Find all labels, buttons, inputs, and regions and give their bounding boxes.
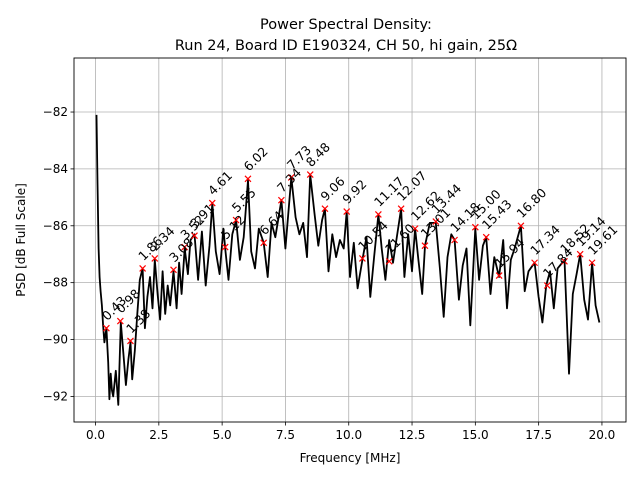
peak-marker [181,243,189,251]
peak-marker [208,199,216,207]
peak-marker [397,205,405,213]
peak-marker [116,317,124,325]
peak-markers [102,171,596,345]
x-tick-label: 7.5 [276,428,295,442]
peak-marker [127,337,134,345]
y-tick-label: −88 [43,276,68,290]
peak-marker [561,257,568,265]
x-tick-label: 15.0 [462,428,489,442]
peak-marker [343,208,351,215]
chart-title-line2: Run 24, Board ID E190324, CH 50, hi gain… [175,38,517,54]
peak-marker [151,255,159,262]
peak-marker [543,282,551,289]
y-tick-label: −86 [43,219,68,233]
peak-marker [191,232,198,240]
y-tick-label: −84 [43,162,68,176]
peak-marker [277,196,285,204]
y-axis-label: PSD [dB Full Scale] [14,183,28,297]
peak-marker [471,223,479,231]
peak-marker [287,174,295,181]
x-tick-label: 10.0 [335,428,362,442]
chart-title-line1: Power Spectral Density: [260,17,432,33]
peak-marker [451,236,459,244]
plot-frame [73,57,627,423]
peak-marker [576,250,584,258]
x-tick-label: 2.5 [149,428,168,442]
series-layer [95,114,601,406]
peak-marker [432,218,440,225]
peak-marker [244,175,252,183]
peak-marker [232,216,240,224]
peak-marker [588,259,596,267]
peak-marker [139,265,147,272]
y-tick-label: −90 [43,333,68,347]
peak-marker [421,242,429,250]
peak-marker [495,272,503,279]
peak-marker [517,222,525,230]
x-tick-label: 12.5 [399,428,426,442]
axis-ticks: 0.0 2.5 5.0 7.5 10.0 12.5 15.0 17.5 20.0 −92 −90 −8… [43,105,616,442]
peak-marker [358,255,366,262]
peak-marker [482,233,490,241]
psd-series-line [95,114,601,406]
peak-marker [170,266,177,274]
peak-marker [374,210,382,218]
grid [74,58,626,422]
peak-marker [102,324,110,332]
peak-marker [531,259,539,267]
peak-marker [306,171,314,179]
x-tick-label: 5.0 [213,428,232,442]
peak-marker [221,243,229,251]
y-tick-label: −92 [43,389,68,403]
x-tick-label: 20.0 [589,428,616,442]
peak-marker [260,239,268,247]
peak-marker [411,225,419,233]
x-tick-label: 0.0 [86,428,105,442]
peak-marker [385,257,393,265]
x-axis-label: Frequency [MHz] [300,451,401,465]
x-tick-label: 17.5 [525,428,552,442]
y-tick-label: −82 [43,105,68,119]
peak-marker [321,205,329,213]
